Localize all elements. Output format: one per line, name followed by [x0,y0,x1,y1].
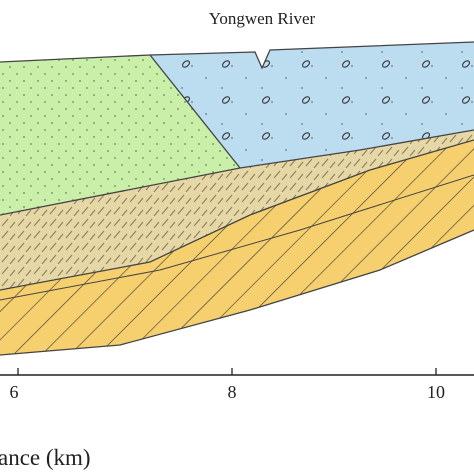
tan-layer-pattern [0,130,474,290]
x-tick-label: 8 [228,382,237,402]
blue-layer-pattern [150,42,474,168]
x-axis-label: ance (km) [0,445,91,470]
x-tick-label: 10 [427,382,445,402]
river-label: Yongwen River [209,9,316,28]
boundaries [0,41,474,356]
x-tick-label: 6 [10,382,19,402]
green-layer-pattern [0,55,240,215]
